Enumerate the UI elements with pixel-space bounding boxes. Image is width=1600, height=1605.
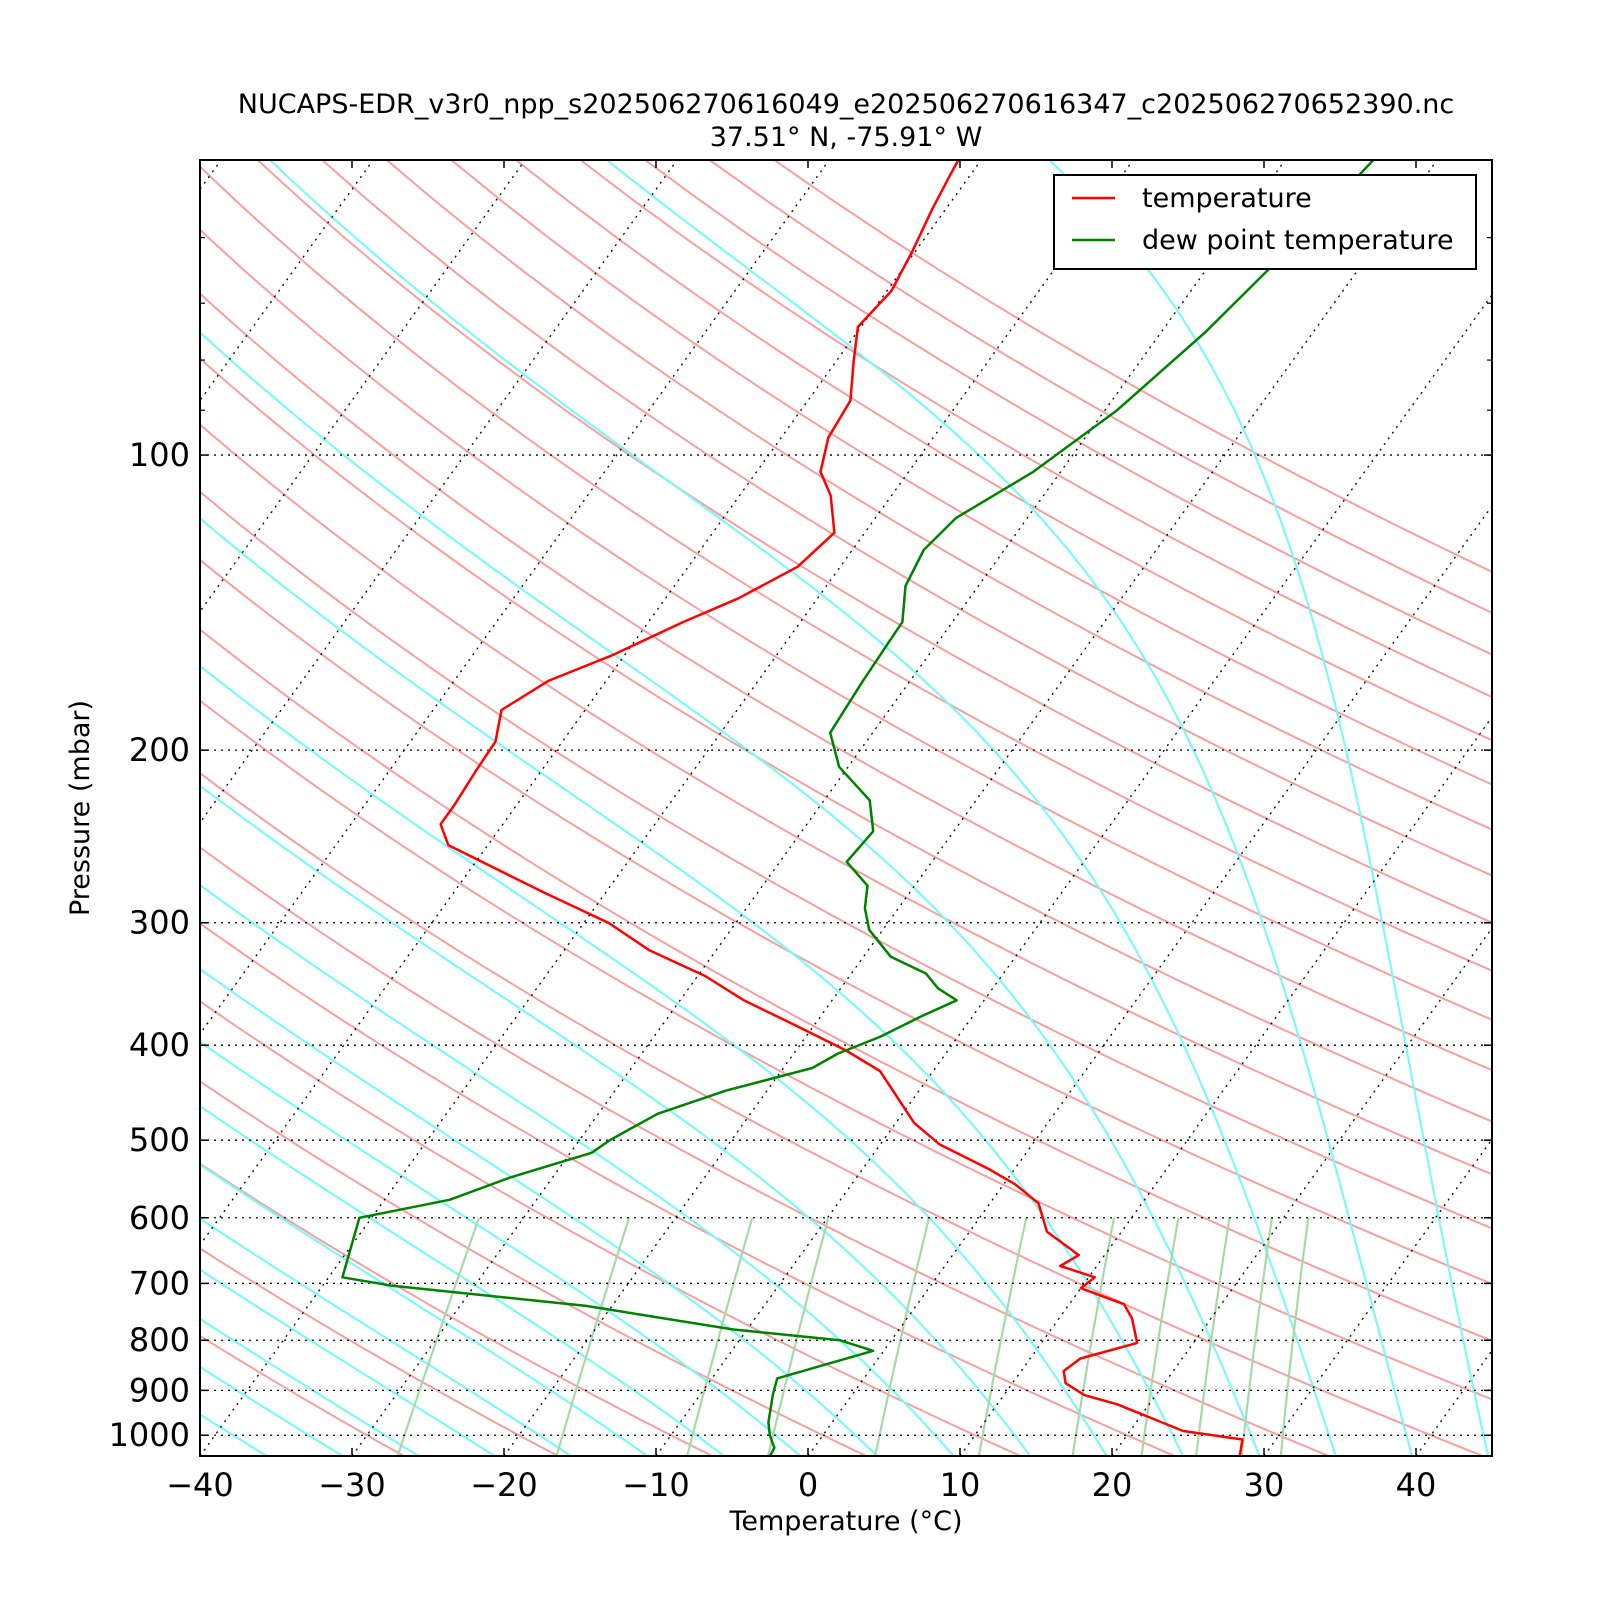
moist-adiabat bbox=[0, 106, 1033, 1460]
x-tick-label: 20 bbox=[1092, 1466, 1133, 1504]
isotherm-gridline bbox=[1112, 160, 1600, 1456]
moist-adiabat bbox=[0, 106, 1185, 1460]
dry-adiabat bbox=[524, 115, 1600, 1460]
dry-adiabat bbox=[336, 115, 1600, 1460]
legend: temperature dew point temperature bbox=[1054, 175, 1476, 269]
isotherm-gridline bbox=[48, 160, 981, 1456]
moist-adiabat bbox=[215, 106, 1338, 1460]
dry-adiabat bbox=[587, 115, 1600, 1460]
y-tick-label: 500 bbox=[129, 1121, 190, 1159]
y-tick-label: 100 bbox=[129, 436, 190, 474]
isotherm-gridline bbox=[1264, 160, 1600, 1456]
isotherm-gridline bbox=[0, 160, 221, 1456]
mixing-ratio-line bbox=[1141, 1218, 1179, 1460]
moist-adiabat bbox=[990, 106, 1490, 1460]
dry-adiabat bbox=[650, 115, 1600, 1460]
isotherm-gridline bbox=[0, 160, 677, 1456]
y-tick-label: 600 bbox=[129, 1199, 190, 1237]
moist-adiabat bbox=[540, 106, 1413, 1460]
y-tick-label: 200 bbox=[129, 731, 190, 769]
y-tick-label: 400 bbox=[129, 1026, 190, 1064]
mixing-ratio-line bbox=[555, 1218, 629, 1460]
isotherm-gridline bbox=[0, 160, 373, 1456]
x-tick-label: 0 bbox=[798, 1466, 818, 1504]
x-tick-label: −10 bbox=[622, 1466, 690, 1504]
x-tick-label: 40 bbox=[1396, 1466, 1437, 1504]
isotherm-gridline bbox=[0, 160, 69, 1456]
mixing-ratio-line bbox=[978, 1218, 1026, 1460]
moist-adiabat bbox=[0, 106, 957, 1460]
mixing-ratio-lines bbox=[396, 1218, 1308, 1460]
y-tick-label: 800 bbox=[129, 1321, 190, 1359]
isotherm-gridline bbox=[656, 160, 1589, 1456]
moist-adiabat bbox=[0, 106, 805, 1460]
isotherm-gridline bbox=[200, 160, 1133, 1456]
dry-adiabat bbox=[211, 115, 1600, 1460]
y-tick-label: 1000 bbox=[109, 1416, 190, 1454]
isotherm-gridline bbox=[960, 160, 1600, 1456]
y-tick-label: 900 bbox=[129, 1371, 190, 1409]
x-tick-label: −30 bbox=[318, 1466, 386, 1504]
plot-area bbox=[0, 106, 1600, 1460]
dry-adiabat bbox=[399, 115, 1600, 1460]
dry-adiabat bbox=[85, 115, 1600, 1460]
x-axis-label: Temperature (°C) bbox=[728, 1506, 962, 1537]
x-tick-label: 10 bbox=[940, 1466, 981, 1504]
chart-subtitle: 37.51° N, -75.91° W bbox=[710, 122, 983, 153]
y-axis-label: Pressure (mbar) bbox=[65, 700, 96, 916]
moist-adiabat bbox=[0, 106, 197, 1460]
mixing-ratio-line bbox=[396, 1218, 479, 1460]
x-tick-label: −20 bbox=[470, 1466, 538, 1504]
dry-adiabat bbox=[148, 115, 1600, 1460]
moist-adiabat bbox=[0, 106, 273, 1460]
moist-adiabat bbox=[0, 106, 349, 1460]
chart-title: NUCAPS-EDR_v3r0_npp_s202506270616049_e20… bbox=[238, 89, 1454, 120]
legend-label-temperature: temperature bbox=[1142, 183, 1312, 214]
mixing-ratio-line bbox=[1241, 1218, 1272, 1460]
legend-label-dew-point: dew point temperature bbox=[1142, 225, 1454, 256]
y-tick-label: 300 bbox=[129, 904, 190, 942]
dry-adiabat bbox=[712, 115, 1600, 1460]
x-tick-label: −40 bbox=[166, 1466, 234, 1504]
x-tick-label: 30 bbox=[1244, 1466, 1285, 1504]
y-tick-label: 700 bbox=[129, 1264, 190, 1302]
isotherm-gridline bbox=[504, 160, 1437, 1456]
